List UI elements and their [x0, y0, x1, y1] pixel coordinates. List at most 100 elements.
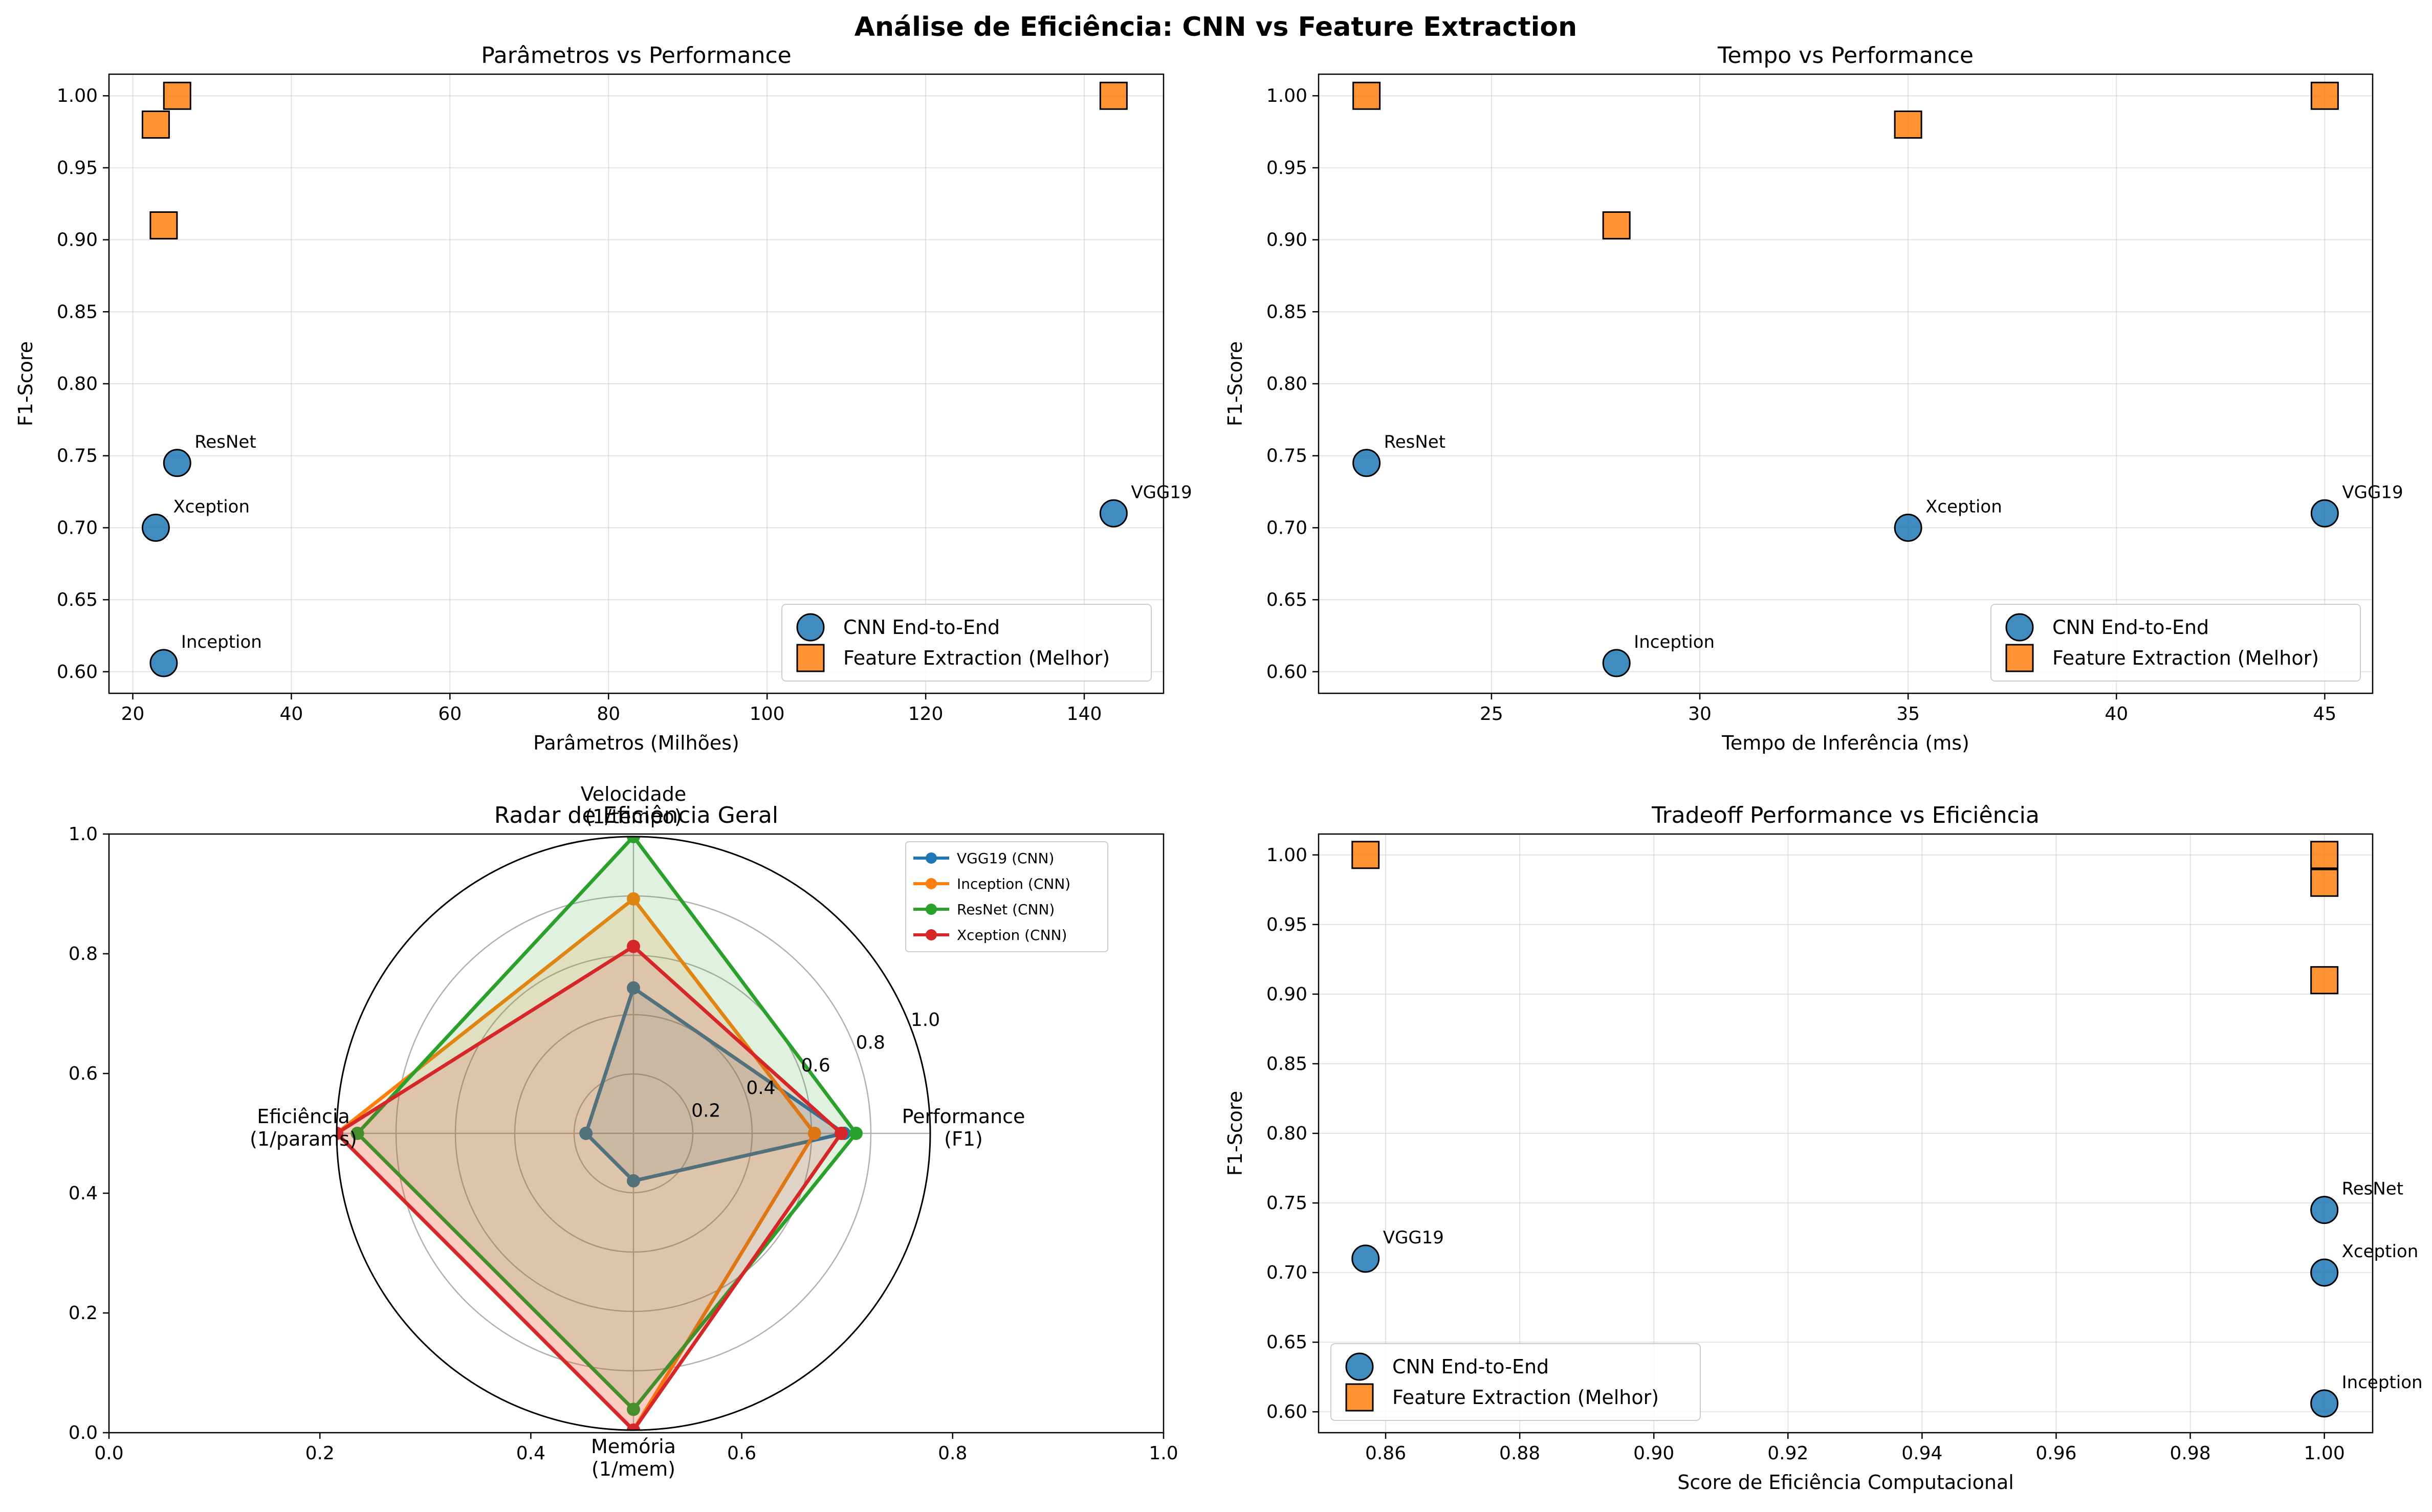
radar-point	[627, 837, 640, 843]
cnn-point	[2310, 1258, 2339, 1287]
fe-point	[1352, 81, 1381, 110]
cnn-point	[163, 449, 191, 477]
x-tick-label: 80	[597, 704, 620, 725]
panel-time: 25 30 35 40 45 0.60 0.65 0.70 0.75 0.80 0.85 0.90 0.…	[1224, 42, 2403, 754]
y-tick-label: 0.85	[1266, 301, 1307, 322]
radar-point	[627, 939, 640, 953]
radar-axis-label: Memória (1/mem)	[591, 1435, 676, 1480]
legend-marker	[926, 852, 937, 864]
x-tick-label: 0.94	[1901, 1443, 1942, 1464]
legend-cnn-label: CNN End-to-End	[843, 616, 1000, 639]
x-tick-label: 0.90	[1633, 1443, 1674, 1464]
panel-title: Parâmetros vs Performance	[481, 42, 791, 69]
x-tick-label: 0.6	[727, 1443, 756, 1464]
y-axis-title: F1-Score	[1224, 341, 1246, 426]
y-tick-label: 0.90	[57, 230, 98, 251]
legend: CNN End-to-End Feature Extraction (Melhor…	[1990, 604, 2361, 682]
cnn-point	[1894, 513, 1922, 542]
cnn-point	[149, 649, 178, 677]
point-label: Xception	[173, 496, 250, 517]
x-tick-label: 40	[280, 704, 303, 725]
radar-axis-label: Eficiência (1/params)	[250, 1105, 357, 1150]
y-tick-label: 0.90	[1266, 230, 1307, 251]
x-tick-label: 30	[1688, 704, 1712, 725]
y-tick-label: 0.60	[1266, 662, 1307, 683]
fe-point	[2310, 841, 2339, 869]
radar-point	[627, 1403, 640, 1416]
y-tick-label: 1.0	[69, 824, 98, 845]
y-tick-label: 0.80	[1266, 1123, 1307, 1144]
x-tick-label: 25	[1480, 704, 1503, 725]
y-tick-label: 0.95	[1266, 158, 1307, 179]
x-tick-label: 20	[121, 704, 145, 725]
fe-point	[2310, 868, 2339, 897]
y-tick-label: 0.65	[1266, 1332, 1307, 1353]
x-tick-label: 120	[908, 704, 944, 725]
radar-point	[627, 1423, 640, 1430]
legend-fe-label: Feature Extraction (Melhor)	[843, 647, 1110, 669]
legend-marker	[926, 904, 937, 915]
legend-cnn-label: CNN End-to-End	[1392, 1355, 1549, 1378]
y-tick-label: 0.95	[1266, 914, 1307, 935]
legend-cnn-marker	[796, 613, 825, 642]
point-label: Inception	[1634, 632, 1715, 652]
point-label: Xception	[2342, 1241, 2419, 1262]
radar-series	[337, 837, 863, 1430]
radial-tick-label: 1.0	[911, 1010, 940, 1031]
fe-point	[141, 110, 170, 139]
radar-point	[835, 1127, 848, 1140]
x-tick-label: 0.96	[2035, 1443, 2076, 1464]
cnn-point	[1602, 649, 1631, 677]
legend-fe-marker	[796, 644, 825, 672]
radar-point	[627, 981, 640, 995]
x-tick-label: 0.0	[94, 1443, 123, 1464]
y-axis-title: F1-Score	[1224, 1091, 1246, 1176]
fe-point	[1894, 110, 1922, 139]
panel-title: Radar de Eficiência Geral	[494, 802, 778, 828]
y-tick-label: 0.65	[57, 589, 98, 610]
fe-point	[1602, 211, 1631, 239]
fe-point	[2310, 81, 2339, 110]
fe-point	[149, 211, 178, 239]
plot-frame	[108, 73, 1165, 694]
point-label: Inception	[2342, 1372, 2423, 1393]
y-tick-label: 0.70	[1266, 517, 1307, 538]
radar-point	[849, 1127, 863, 1140]
radial-tick-label: 0.6	[801, 1055, 830, 1076]
x-axis-title: Parâmetros (Milhões)	[533, 732, 739, 754]
y-tick-label: 0.60	[57, 662, 98, 683]
x-tick-label: 0.92	[1767, 1443, 1808, 1464]
y-tick-label: 0.60	[1266, 1401, 1307, 1422]
point-label: Inception	[181, 632, 262, 652]
point-label: ResNet	[1384, 432, 1445, 452]
y-tick-label: 1.00	[1266, 85, 1307, 106]
y-tick-label: 0.85	[1266, 1054, 1307, 1075]
x-tick-label: 0.2	[305, 1443, 335, 1464]
x-tick-label: 100	[750, 704, 785, 725]
radar-point	[627, 892, 640, 906]
cnn-point	[1351, 1244, 1380, 1273]
radial-tick-label: 0.4	[746, 1078, 775, 1099]
legend-cnn-marker	[1345, 1352, 1374, 1381]
legend-fe-label: Feature Extraction (Melhor)	[2052, 647, 2319, 669]
y-tick-label: 0.70	[57, 517, 98, 538]
radar-point	[807, 1127, 821, 1140]
fe-point	[163, 81, 191, 110]
plot-frame	[108, 833, 1165, 1434]
x-tick-label: 0.98	[2170, 1443, 2210, 1464]
y-axis-title: F1-Score	[14, 341, 37, 426]
legend: VGG19 (CNN) Inception (CNN) ResNet (CNN) Xc…	[905, 841, 1108, 952]
y-tick-label: 0.75	[57, 446, 98, 467]
x-tick-label: 0.8	[938, 1443, 967, 1464]
legend-fe-label: Feature Extraction (Melhor)	[1392, 1386, 1659, 1409]
y-tick-label: 1.00	[1266, 845, 1307, 866]
panel-params: 20 40 60 80 100 120 140 0.60 0.65 0.70 0.75 0.80 0.8…	[14, 42, 1192, 754]
panel-title: Tempo vs Performance	[1717, 42, 1974, 69]
radar-series-3	[337, 944, 844, 1430]
panel-radar: 0.0 0.2 0.4 0.6 0.8 1.0 0.0 0.2 0.4 0.6 0.8 1.0 0.2 0…	[69, 783, 1178, 1480]
radial-tick-label: 0.2	[691, 1101, 720, 1122]
x-tick-label: 140	[1067, 704, 1102, 725]
fe-point	[1099, 81, 1128, 110]
y-tick-label: 0.80	[57, 374, 98, 395]
y-tick-label: 0.75	[1266, 1193, 1307, 1214]
